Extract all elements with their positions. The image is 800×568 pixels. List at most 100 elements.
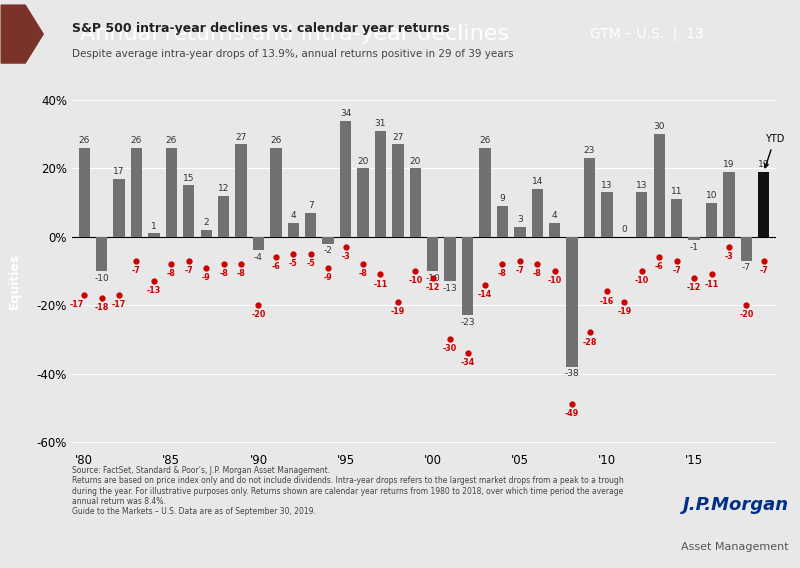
Bar [566, 237, 578, 367]
Text: Asset Management: Asset Management [681, 542, 789, 553]
Bar [689, 237, 700, 240]
Bar [602, 193, 613, 237]
Text: 10: 10 [706, 191, 718, 200]
Text: 23: 23 [584, 147, 595, 156]
Text: -11: -11 [704, 279, 718, 289]
Text: -23: -23 [460, 318, 475, 327]
Text: S&P 500 intra-year declines vs. calendar year returns: S&P 500 intra-year declines vs. calendar… [72, 22, 450, 35]
Text: -34: -34 [461, 358, 474, 367]
Text: 20: 20 [410, 157, 421, 166]
Text: -8: -8 [167, 269, 176, 278]
Text: 15: 15 [183, 174, 194, 183]
Text: 4: 4 [290, 211, 296, 220]
Bar [305, 213, 316, 237]
Text: -9: -9 [324, 273, 333, 282]
Text: -2: -2 [324, 247, 333, 256]
Bar [636, 193, 647, 237]
Bar [358, 168, 369, 237]
Text: -7: -7 [132, 266, 141, 275]
Text: -6: -6 [271, 262, 280, 272]
Text: -19: -19 [618, 307, 631, 316]
Text: -10: -10 [94, 274, 109, 283]
Text: 30: 30 [654, 123, 665, 131]
Bar [392, 144, 403, 237]
Bar [218, 196, 230, 237]
Text: -8: -8 [533, 269, 542, 278]
Text: -10: -10 [634, 276, 649, 285]
Text: 19: 19 [758, 160, 770, 169]
Text: -3: -3 [342, 252, 350, 261]
Text: 26: 26 [130, 136, 142, 145]
Bar [166, 148, 177, 237]
Text: 19: 19 [723, 160, 734, 169]
Bar [78, 148, 90, 237]
Bar [96, 237, 107, 271]
Text: YTD: YTD [765, 135, 784, 168]
Bar [235, 144, 246, 237]
Bar [183, 186, 194, 237]
Text: -17: -17 [112, 300, 126, 309]
Bar [584, 158, 595, 237]
Bar [445, 237, 456, 281]
Text: Despite average intra-year drops of 13.9%, annual returns positive in 29 of 39 y: Despite average intra-year drops of 13.9… [72, 49, 514, 59]
Text: -5: -5 [306, 259, 315, 268]
Bar [549, 223, 560, 237]
Text: 0: 0 [622, 225, 627, 234]
Text: -30: -30 [443, 344, 458, 353]
Bar [427, 237, 438, 271]
Text: 13: 13 [602, 181, 613, 190]
Text: -11: -11 [374, 279, 387, 289]
Bar [340, 120, 351, 237]
Bar [410, 168, 421, 237]
Text: 4: 4 [552, 211, 558, 220]
Bar [374, 131, 386, 237]
Text: -17: -17 [70, 300, 84, 309]
Text: 12: 12 [218, 184, 230, 193]
Text: -13: -13 [146, 286, 161, 295]
Bar [497, 206, 508, 237]
Text: -8: -8 [358, 269, 367, 278]
FancyArrow shape [2, 5, 43, 63]
Text: -7: -7 [515, 266, 524, 275]
Bar [532, 189, 543, 237]
Bar [201, 230, 212, 237]
Text: -20: -20 [739, 310, 754, 319]
Text: -49: -49 [565, 410, 579, 419]
Text: 3: 3 [517, 215, 522, 224]
Text: -7: -7 [742, 264, 751, 273]
Text: 26: 26 [479, 136, 490, 145]
Text: 9: 9 [499, 194, 506, 203]
Text: -8: -8 [237, 269, 246, 278]
Bar [131, 148, 142, 237]
Bar [288, 223, 299, 237]
Text: -10: -10 [408, 276, 422, 285]
Text: -7: -7 [672, 266, 681, 275]
Text: 11: 11 [671, 187, 682, 197]
Text: 26: 26 [78, 136, 90, 145]
Text: Annual returns and intra-year declines: Annual returns and intra-year declines [80, 24, 509, 44]
Text: -12: -12 [426, 283, 440, 292]
Text: 1: 1 [151, 222, 157, 231]
Text: -5: -5 [289, 259, 298, 268]
Text: -38: -38 [565, 369, 579, 378]
Bar [654, 134, 665, 237]
Bar [253, 237, 264, 250]
Text: -7: -7 [184, 266, 193, 275]
Text: Source: FactSet, Standard & Poor’s, J.P. Morgan Asset Management.
Returns are ba: Source: FactSet, Standard & Poor’s, J.P.… [72, 466, 624, 516]
Text: 26: 26 [166, 136, 177, 145]
Text: -1: -1 [690, 243, 698, 252]
Text: -19: -19 [390, 307, 405, 316]
Bar [462, 237, 474, 315]
Bar [322, 237, 334, 244]
Text: -6: -6 [655, 262, 664, 272]
Text: -8: -8 [498, 269, 507, 278]
Bar [723, 172, 734, 237]
Text: Equities: Equities [7, 253, 21, 310]
Text: -7: -7 [759, 266, 768, 275]
Text: -13: -13 [442, 284, 458, 293]
Text: -10: -10 [426, 274, 440, 283]
Text: -28: -28 [582, 337, 597, 346]
Text: J.P.Morgan: J.P.Morgan [682, 496, 789, 515]
Text: -20: -20 [251, 310, 266, 319]
Text: 13: 13 [636, 181, 647, 190]
